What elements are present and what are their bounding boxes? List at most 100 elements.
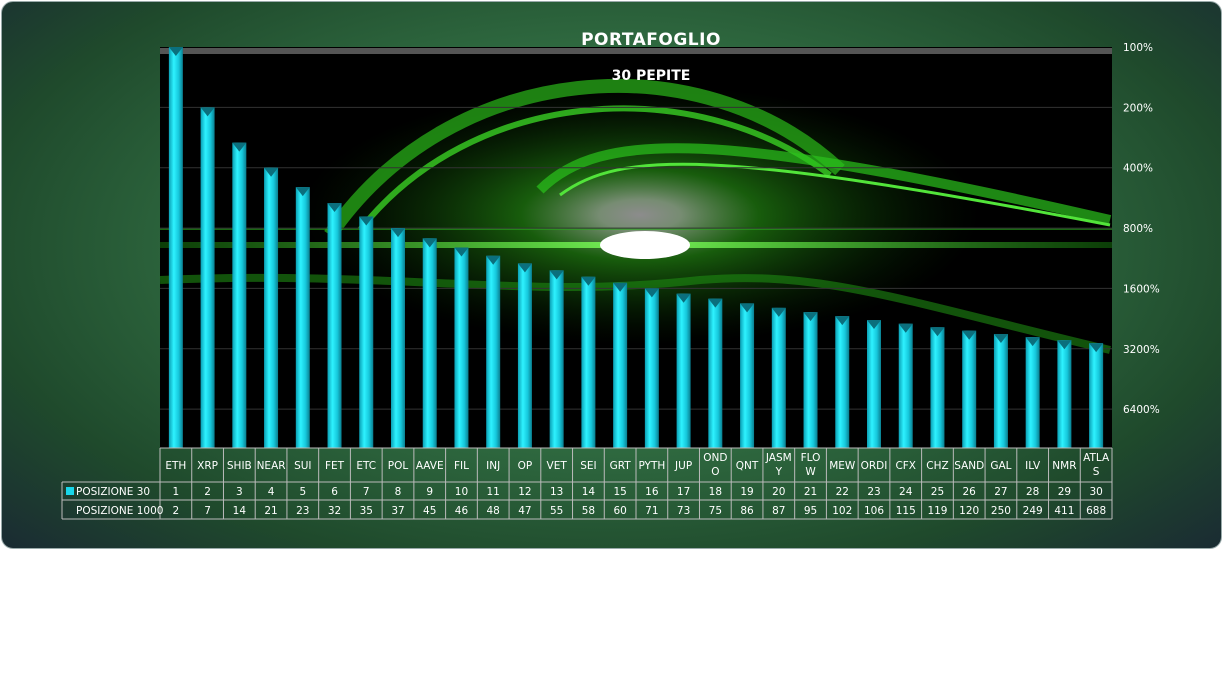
table-cell: 8 (395, 486, 402, 498)
bar-cap (200, 107, 215, 117)
category-label: NMR (1052, 460, 1076, 472)
bar-vet (549, 270, 564, 448)
bar-cap (1089, 343, 1104, 353)
bar-fet (327, 203, 342, 448)
table-cell: 12 (518, 486, 531, 498)
table-cell: 71 (645, 505, 658, 517)
table-cell: 15 (613, 486, 626, 498)
bar-cap (327, 203, 342, 213)
table-cell: 47 (518, 505, 531, 517)
table-cell: 102 (832, 505, 852, 517)
bar-cap (740, 303, 755, 313)
bar-cap (930, 327, 945, 337)
bar-cap (581, 276, 596, 286)
table-cell: 87 (772, 505, 785, 517)
bar-etc (359, 216, 374, 448)
y-tick-label: 800% (1123, 223, 1153, 235)
category-label: OND (703, 452, 727, 464)
bar-shib (232, 142, 247, 448)
table-cell: 249 (1023, 505, 1043, 517)
table-cell: 35 (360, 505, 373, 517)
table-cell: 27 (994, 486, 1007, 498)
table-cell: 55 (550, 505, 563, 517)
bar-flow (803, 312, 818, 448)
table-cell: 106 (864, 505, 884, 517)
bar-cap (391, 228, 405, 238)
bar-aave (422, 238, 437, 448)
bar-xrp (200, 107, 215, 449)
category-label: VET (547, 460, 568, 472)
table-cell: 120 (959, 505, 979, 517)
table-cell: 23 (296, 505, 309, 517)
category-label: SAND (954, 460, 984, 472)
bar-op (517, 263, 532, 448)
bar-cap (359, 216, 374, 226)
table-cell: 58 (582, 505, 595, 517)
category-label: SHIB (227, 460, 252, 472)
table-cell: 7 (363, 486, 370, 498)
category-label: FLO (801, 452, 821, 464)
table-cell: 20 (772, 486, 785, 498)
bar-nmr (1057, 340, 1072, 448)
bar-qnt (740, 303, 755, 448)
category-label: INJ (486, 460, 500, 472)
category-label: PYTH (638, 460, 665, 472)
series-label: POSIZIONE 30 (76, 486, 150, 498)
bar-inj (486, 255, 501, 448)
category-label: ETC (356, 460, 376, 472)
bar-ilv (1025, 337, 1040, 448)
category-label: QNT (736, 460, 759, 472)
table-cell: 3 (236, 486, 243, 498)
bar-sei (581, 276, 596, 448)
bar-cap (232, 142, 247, 152)
table-cell: 14 (233, 505, 247, 517)
table-cell: 11 (487, 486, 500, 498)
bar-pyth (644, 288, 659, 448)
bar-pol (391, 228, 405, 448)
bar-cap (264, 167, 279, 177)
table-cell: 30 (1089, 486, 1102, 498)
table-cell: 25 (931, 486, 944, 498)
y-tick-label: 3200% (1123, 344, 1160, 356)
category-label: CHZ (926, 460, 948, 472)
table-cell: 22 (836, 486, 849, 498)
table-cell: 48 (487, 505, 500, 517)
bar-fil (454, 247, 469, 448)
bar-cap (803, 312, 818, 322)
category-label: XRP (197, 460, 218, 472)
table-cell: 7 (204, 505, 211, 517)
bar-jup (676, 293, 691, 448)
bar-cap (517, 263, 532, 273)
table-cell: 28 (1026, 486, 1039, 498)
bar-ordi (867, 320, 881, 448)
chart-title: PORTAFOGLIO (581, 30, 721, 50)
bar-eth (168, 47, 183, 448)
bar-mew (835, 316, 850, 448)
y-tick-label: 400% (1123, 163, 1153, 175)
background-glow-art (159, 78, 1112, 354)
table-cell: 5 (299, 486, 306, 498)
bar-cap (422, 238, 437, 248)
bar-cap (676, 293, 691, 303)
bar-jasmy (771, 307, 786, 448)
category-label: FET (325, 460, 345, 472)
bar-cap (708, 298, 723, 308)
bar-chz (930, 327, 945, 448)
series-label: POSIZIONE 1000 (76, 505, 163, 517)
category-label: ILV (1025, 460, 1041, 472)
category-label: MEW (829, 460, 856, 472)
table-cell: 26 (963, 486, 977, 498)
plot-top-bevel (160, 48, 1112, 54)
category-label: O (711, 466, 719, 478)
category-label: SEI (580, 460, 596, 472)
bar-cap (1057, 340, 1072, 350)
bar-cap (295, 187, 310, 197)
bar-cap (962, 330, 977, 340)
data-table: ETH XRP SHIB NEAR SUI FET ETC POL AAVE FIL INJ OP VE… (61, 447, 1113, 520)
table-cell: 75 (709, 505, 722, 517)
bar-cap (168, 47, 183, 56)
y-tick-label: 100% (1123, 42, 1153, 54)
table-cell: 6 (331, 486, 338, 498)
bar-atlas (1089, 343, 1104, 448)
